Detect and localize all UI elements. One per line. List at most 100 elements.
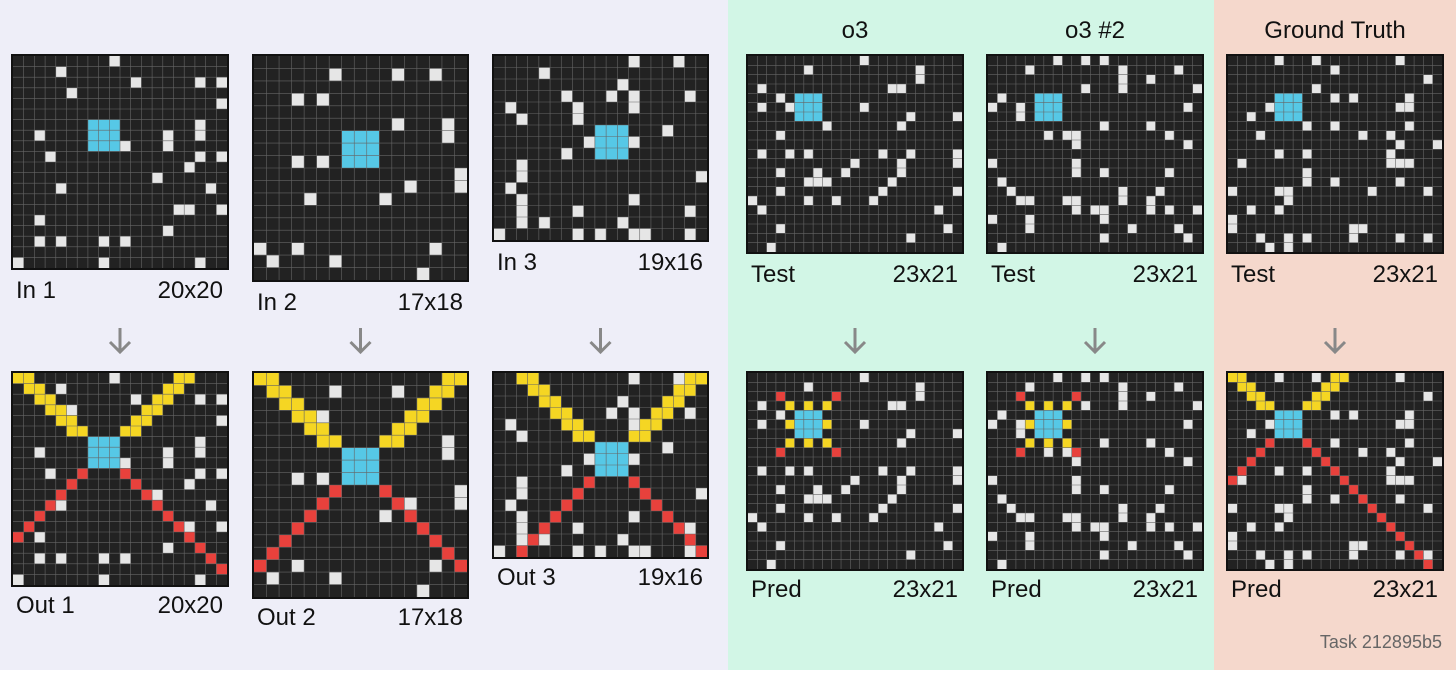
cyan-cell xyxy=(109,436,120,448)
grey-cell xyxy=(1283,559,1294,569)
grey-cell xyxy=(1255,550,1266,560)
ray-cell xyxy=(516,545,528,557)
grey-cell xyxy=(803,494,814,504)
grey-cell xyxy=(1071,196,1082,206)
grey-cell xyxy=(775,485,786,495)
zigzag-cell xyxy=(695,373,707,385)
grey-cell xyxy=(1025,541,1035,551)
zigzag-cell xyxy=(173,383,185,395)
grey-cell xyxy=(997,242,1007,252)
grey-cell xyxy=(896,168,907,178)
cyan-cell xyxy=(1274,93,1284,103)
grey-cell xyxy=(813,168,823,178)
ray-cell xyxy=(329,485,342,498)
grey-cell xyxy=(906,429,916,439)
cyan-cell xyxy=(794,419,804,429)
grey-cell xyxy=(628,136,640,148)
ray-cell xyxy=(120,468,131,479)
grey-cell xyxy=(1283,503,1294,513)
grey-cell xyxy=(454,168,467,181)
grey-cell xyxy=(291,472,305,485)
grey-cell xyxy=(896,121,907,131)
grey-cell xyxy=(775,168,786,178)
grey-cell xyxy=(516,113,528,125)
grey-cell xyxy=(316,472,330,485)
cyan-cell xyxy=(354,130,367,144)
grey-cell xyxy=(1283,242,1294,252)
grey-cell xyxy=(379,509,392,523)
grey-cell xyxy=(1404,158,1415,168)
grey-cell xyxy=(1330,494,1340,504)
grey-cell xyxy=(1099,205,1109,215)
cyan-cell xyxy=(794,93,804,103)
grid-label: Pred xyxy=(991,576,1042,603)
grey-cell xyxy=(1395,56,1405,66)
grey-cell xyxy=(757,84,767,94)
zigzag-cell xyxy=(291,410,305,423)
grey-cell xyxy=(391,118,405,131)
zigzag-cell xyxy=(391,422,405,436)
grey-cell xyxy=(695,488,707,500)
grey-cell xyxy=(572,545,584,557)
zigzag-cell xyxy=(1246,391,1256,401)
zigzag-cell xyxy=(66,415,78,426)
grey-cell xyxy=(1118,65,1128,75)
grey-cell xyxy=(1423,233,1433,243)
grey-cell xyxy=(194,119,206,131)
grey-cell xyxy=(34,236,46,247)
grey-cell xyxy=(952,475,962,485)
grey-cell xyxy=(505,102,517,114)
grey-cell xyxy=(1071,130,1082,140)
cyan-cell xyxy=(87,119,99,131)
grey-cell xyxy=(583,453,595,465)
cyan-cell xyxy=(1283,93,1294,103)
grey-cell xyxy=(841,485,851,495)
grey-cell xyxy=(1118,84,1128,94)
grey-cell xyxy=(1183,233,1193,243)
grid xyxy=(986,54,1204,254)
ray-cell xyxy=(1015,391,1026,401)
grey-cell xyxy=(896,158,907,168)
grey-cell xyxy=(997,559,1007,569)
grey-cell xyxy=(1348,541,1359,551)
grey-cell xyxy=(120,457,131,469)
ray-cell xyxy=(1025,438,1035,448)
grey-cell xyxy=(813,177,823,187)
grey-cell xyxy=(1358,447,1368,457)
grey-cell xyxy=(850,475,860,485)
grid-size: 20x20 xyxy=(158,592,223,619)
grey-cell xyxy=(120,236,131,247)
grid xyxy=(11,54,229,270)
zigzag-cell xyxy=(516,373,528,385)
cyan-cell xyxy=(617,453,629,465)
grey-cell xyxy=(617,396,629,408)
cyan-cell xyxy=(1043,419,1054,429)
grey-cell xyxy=(55,183,67,194)
ray-cell xyxy=(803,438,814,448)
grid-background xyxy=(748,56,962,252)
grey-cell xyxy=(1146,513,1156,523)
ray-cell xyxy=(650,499,663,511)
grey-cell xyxy=(1302,494,1312,504)
grey-cell xyxy=(1164,447,1175,457)
grey-cell xyxy=(55,236,67,247)
grey-cell xyxy=(628,407,640,419)
zigzag-cell xyxy=(1321,391,1331,401)
zigzag-cell xyxy=(266,373,280,386)
grey-cell xyxy=(1330,65,1340,75)
ray-cell xyxy=(1062,438,1072,448)
grey-cell xyxy=(216,151,227,162)
grey-cell xyxy=(906,112,916,122)
cyan-cell xyxy=(813,112,823,122)
grey-cell xyxy=(628,511,640,523)
grid-size: 17x18 xyxy=(398,289,463,316)
cyan-cell xyxy=(1283,419,1294,429)
arrow xyxy=(108,328,132,355)
grey-cell xyxy=(1311,373,1322,383)
grey-cell xyxy=(516,488,528,500)
cyan-cell xyxy=(109,140,120,152)
grey-cell xyxy=(997,93,1007,103)
grid-background xyxy=(988,373,1202,569)
grey-cell xyxy=(1395,457,1405,467)
grey-cell xyxy=(1118,391,1128,401)
